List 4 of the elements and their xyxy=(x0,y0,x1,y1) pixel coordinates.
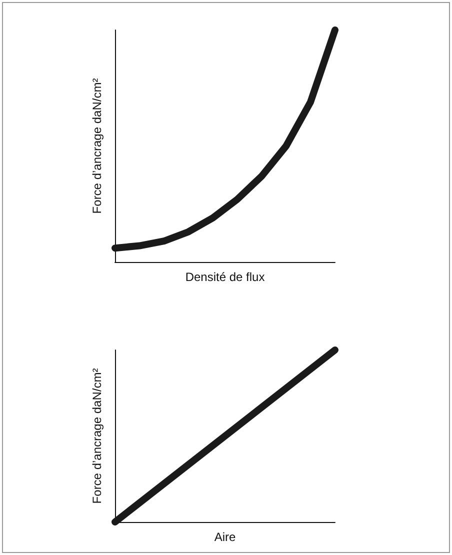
y-axis-title: Force d’ancrage daN/cm² xyxy=(90,368,104,504)
x-axis-title: Densité de flux xyxy=(185,270,265,284)
x-axis-title: Aire xyxy=(214,530,236,544)
y-axis-title: Force d’ancrage daN/cm² xyxy=(90,78,104,214)
